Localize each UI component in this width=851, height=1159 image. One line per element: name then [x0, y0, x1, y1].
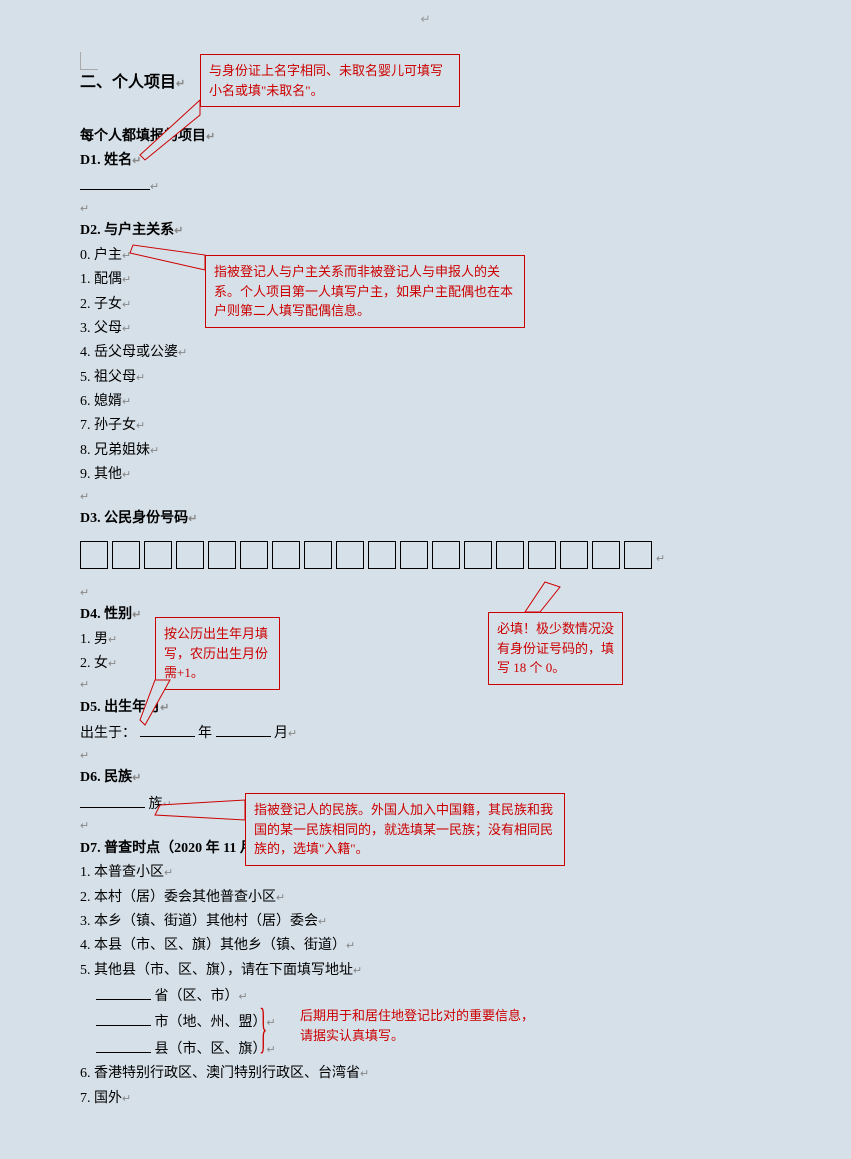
- id-digit-box: [208, 541, 236, 569]
- callout-d7: 后期用于和居住地登记比对的重要信息，请据实认真填写。: [300, 1006, 545, 1045]
- d1-blank: ↵: [80, 174, 771, 198]
- id-digit-box: [240, 541, 268, 569]
- id-digit-box: [592, 541, 620, 569]
- list-item: 4. 岳父母或公婆↵: [80, 342, 771, 364]
- callout-d1: 与身份证上名字相同、未取名婴儿可填写小名或填"未取名"。: [200, 54, 460, 107]
- callout-d4-arrow: [140, 680, 180, 730]
- id-digit-box: [304, 541, 332, 569]
- id-digit-box: [112, 541, 140, 569]
- callout-d6: 指被登记人的民族。外国人加入中国籍，其民族和我国的某一民族相同的，就选填某一民族…: [245, 793, 565, 866]
- id-digit-box: [496, 541, 524, 569]
- id-digit-box: [272, 541, 300, 569]
- id-digit-box: [528, 541, 556, 569]
- callout-d2-text: 指被登记人与户主关系而非被登记人与申报人的关系。个人项目第一人填写户主，如果户主…: [214, 264, 513, 318]
- callout-d4-text: 按公历出生年月填写，农历出生月份需+1。: [164, 626, 268, 680]
- callout-d2-arrow: [125, 245, 215, 275]
- d3-label: D3. 公民身份号码↵: [80, 508, 771, 530]
- id-digit-box: [176, 541, 204, 569]
- list-item: 5. 祖父母↵: [80, 367, 771, 389]
- spacer: ↵: [80, 201, 771, 219]
- callout-d6-arrow: [150, 800, 250, 830]
- list-item: 3. 本乡（镇、街道）其他村（居）委会↵: [80, 911, 771, 933]
- list-item: 8. 兄弟姐妹↵: [80, 440, 771, 462]
- d7-options-top: 1. 本普查小区↵2. 本村（居）委会其他普查小区↵3. 本乡（镇、街道）其他村…: [80, 862, 771, 982]
- d7-options-bottom: 6. 香港特别行政区、澳门特别行政区、台湾省↵ 7. 国外↵: [80, 1063, 771, 1110]
- id-digit-box: [464, 541, 492, 569]
- id-digit-box: [400, 541, 428, 569]
- list-item: 6. 香港特别行政区、澳门特别行政区、台湾省↵: [80, 1063, 771, 1085]
- id-digit-box: [368, 541, 396, 569]
- id-digit-box: [560, 541, 588, 569]
- brace-icon: }: [259, 998, 267, 1058]
- page-break-mark: ↵: [420, 10, 430, 29]
- list-item: 7. 孙子女↵: [80, 415, 771, 437]
- corner-mark: [80, 52, 98, 70]
- id-digit-box: [624, 541, 652, 569]
- callout-d4: 按公历出生年月填写，农历出生月份需+1。: [155, 617, 280, 690]
- callout-d2: 指被登记人与户主关系而非被登记人与申报人的关系。个人项目第一人填写户主，如果户主…: [205, 255, 525, 328]
- callout-d3: 必填！极少数情况没有身份证号码的，填写 18 个 0。: [488, 612, 623, 685]
- list-item: 2. 本村（居）委会其他普查小区↵: [80, 887, 771, 909]
- d6-label: D6. 民族↵: [80, 767, 771, 789]
- callout-d3-text: 必填！极少数情况没有身份证号码的，填写 18 个 0。: [497, 621, 614, 675]
- id-digit-box: [432, 541, 460, 569]
- id-digit-box: [144, 541, 172, 569]
- spacer: ↵: [80, 489, 771, 507]
- list-item: 9. 其他↵: [80, 464, 771, 486]
- list-item: 4. 本县（市、区、旗）其他乡（镇、街道）↵: [80, 935, 771, 957]
- d5-line: 出生于： 年 月↵: [80, 721, 771, 745]
- d3-boxes: ↵: [80, 541, 771, 569]
- callout-d1-arrow: [140, 100, 210, 170]
- d7-addr-1: 省（区、市）↵: [80, 984, 771, 1008]
- list-item: 7. 国外↵: [80, 1088, 771, 1110]
- id-digit-box: [80, 541, 108, 569]
- d5-label: D5. 出生年月↵: [80, 697, 771, 719]
- callout-d3-arrow: [525, 582, 575, 617]
- list-item: 6. 媳婿↵: [80, 391, 771, 413]
- spacer: ↵: [80, 748, 771, 766]
- callout-d7-text: 后期用于和居住地登记比对的重要信息，请据实认真填写。: [300, 1008, 534, 1043]
- id-digit-box: [336, 541, 364, 569]
- list-item: 5. 其他县（市、区、旗），请在下面填写地址↵: [80, 960, 771, 982]
- callout-d1-text: 与身份证上名字相同、未取名婴儿可填写小名或填"未取名"。: [209, 63, 443, 98]
- d2-label: D2. 与户主关系↵: [80, 220, 771, 242]
- spacer: ↵: [80, 585, 771, 603]
- callout-d6-text: 指被登记人的民族。外国人加入中国籍，其民族和我国的某一民族相同的，就选填某一民族…: [254, 802, 553, 856]
